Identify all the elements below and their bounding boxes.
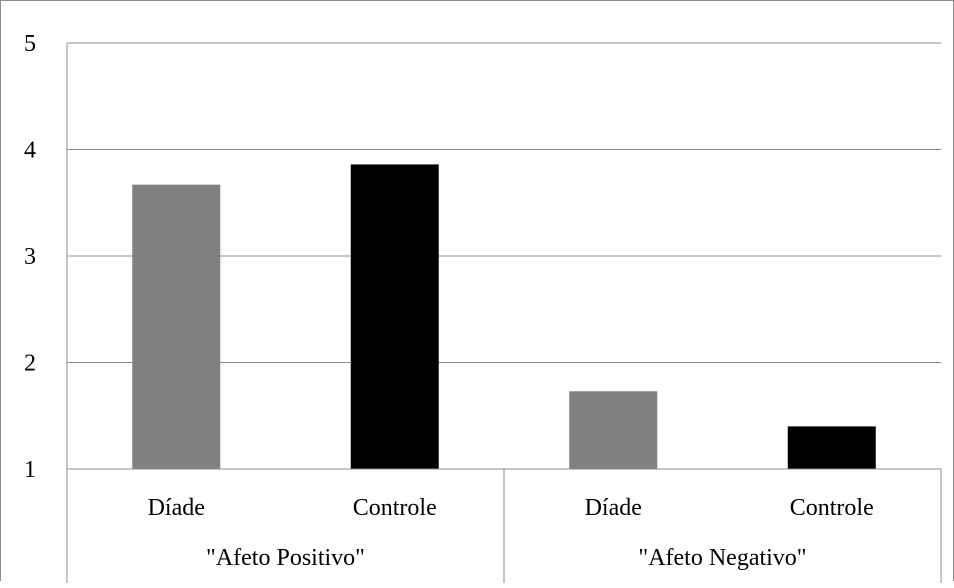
axes <box>66 43 942 583</box>
x-group-labels: "Afeto Positivo" "Afeto Negativo" <box>206 545 807 571</box>
bars <box>132 164 876 469</box>
x-category-label-3: Díade <box>585 495 642 521</box>
bar-1 <box>132 184 221 469</box>
x-category-label-1: Díade <box>148 495 205 521</box>
x-group-label-2: "Afeto Negativo" <box>638 545 806 571</box>
y-tick-label-4: 4 <box>24 138 36 164</box>
bar-2 <box>350 164 439 469</box>
y-tick-label-3: 3 <box>24 244 36 270</box>
x-category-labels: Díade Controle Díade Controle <box>148 495 874 521</box>
bar-3 <box>569 391 658 469</box>
bar-4 <box>787 426 876 469</box>
x-category-label-2: Controle <box>353 495 437 521</box>
y-tick-label-2: 2 <box>24 351 36 377</box>
x-group-label-1: "Afeto Positivo" <box>206 545 365 571</box>
y-tick-label-1: 1 <box>24 457 36 483</box>
y-tick-labels: 1 2 3 4 5 <box>24 31 36 483</box>
y-tick-label-5: 5 <box>24 31 36 57</box>
x-category-label-4: Controle <box>790 495 874 521</box>
